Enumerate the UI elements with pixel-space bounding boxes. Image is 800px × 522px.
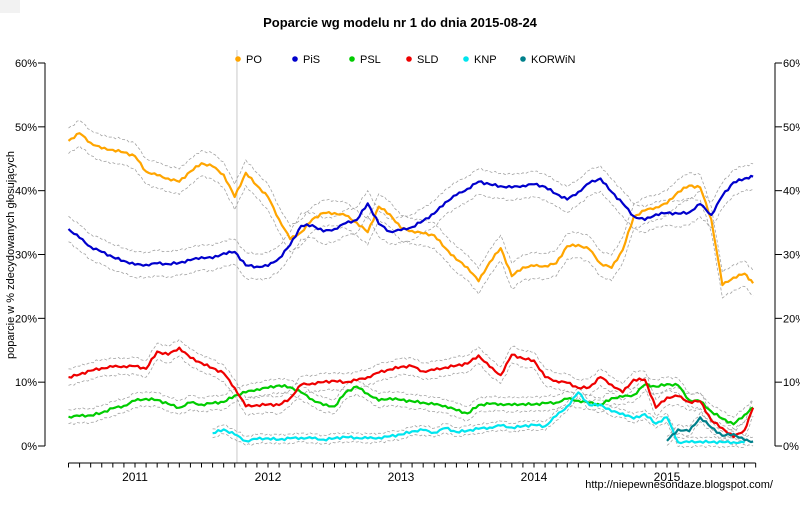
ci-band-PO bbox=[68, 145, 754, 299]
y-tick-label: 20% bbox=[15, 313, 37, 325]
y-tick-label: 40% bbox=[15, 186, 37, 198]
legend-item-KNP: KNP bbox=[463, 54, 497, 66]
y-tick-label: 0% bbox=[783, 441, 799, 453]
legend-item-PSL: PSL bbox=[349, 54, 381, 66]
watermark-url: http://niepewnesondaze.blogspot.com/ bbox=[585, 479, 773, 491]
legend-item-PiS: PiS bbox=[292, 54, 320, 66]
legend-dot-KORWiN bbox=[520, 56, 526, 62]
ci-band-PiS bbox=[68, 189, 754, 281]
series-line-KORWiN bbox=[666, 416, 754, 444]
legend-item-KORWiN: KORWiN bbox=[520, 54, 575, 66]
legend-item-PO: PO bbox=[235, 54, 262, 66]
ci-band-KNP bbox=[212, 396, 745, 449]
legend-dot-SLD bbox=[406, 56, 412, 62]
series-line-PO bbox=[67, 132, 755, 287]
y-tick-label: 30% bbox=[783, 250, 800, 262]
ci-band-SLD bbox=[68, 355, 754, 446]
y-tick-label: 20% bbox=[783, 313, 800, 325]
y-tick-label: 40% bbox=[783, 186, 800, 198]
x-year-label: 2011 bbox=[122, 470, 148, 484]
y-tick-label: 60% bbox=[783, 58, 800, 70]
legend-label: PO bbox=[246, 54, 262, 66]
y-tick-label: 50% bbox=[15, 122, 37, 134]
chart-title: Poparcie wg modelu nr 1 do dnia 2015-08-… bbox=[263, 15, 537, 30]
y-tick-label: 50% bbox=[783, 122, 800, 134]
y-tick-label: 30% bbox=[15, 250, 37, 262]
corner-artifact bbox=[0, 0, 20, 13]
legend-dot-KNP bbox=[463, 56, 469, 62]
legend-label: KNP bbox=[474, 54, 497, 66]
series-line-PiS bbox=[67, 174, 754, 269]
legend-label: PiS bbox=[303, 54, 320, 66]
legend-dot-PSL bbox=[349, 56, 355, 62]
x-year-label: 2015 bbox=[654, 470, 681, 484]
ci-band-PiS bbox=[68, 162, 754, 256]
series-line-KNP bbox=[212, 391, 746, 445]
legend-label: SLD bbox=[417, 54, 438, 66]
x-year-label: 2012 bbox=[255, 470, 282, 484]
x-year-label: 2013 bbox=[388, 470, 415, 484]
legend-dot-PO bbox=[235, 56, 241, 62]
y-tick-label: 10% bbox=[783, 377, 800, 389]
ci-band-PO bbox=[68, 119, 754, 274]
legend-label: KORWiN bbox=[531, 54, 575, 66]
series-line-SLD bbox=[68, 346, 755, 439]
ci-band-KORWiN bbox=[666, 412, 754, 439]
y-tick-label: 60% bbox=[15, 58, 37, 70]
y-tick-label: 0% bbox=[21, 441, 37, 453]
legend-label: PSL bbox=[360, 54, 381, 66]
series-line-PSL bbox=[68, 382, 754, 426]
y-tick-label: 10% bbox=[15, 377, 37, 389]
legend-item-SLD: SLD bbox=[406, 54, 438, 66]
legend-dot-PiS bbox=[292, 56, 298, 62]
x-year-label: 2014 bbox=[521, 470, 548, 484]
ci-band-KNP bbox=[212, 387, 745, 440]
